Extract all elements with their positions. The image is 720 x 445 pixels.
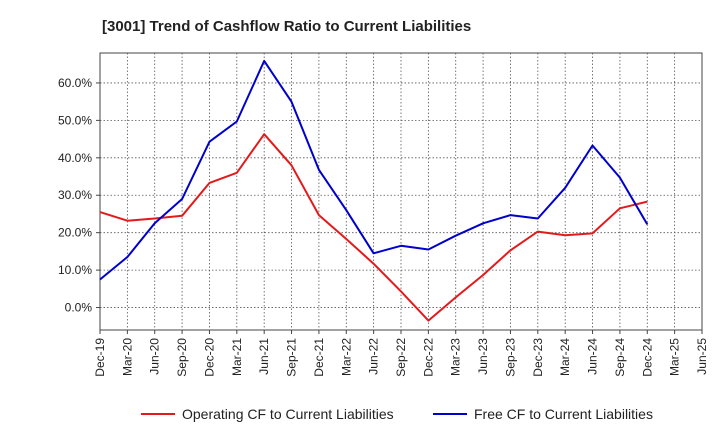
chart-title: [3001] Trend of Cashflow Ratio to Curren…: [102, 18, 471, 35]
grid-layer: [99, 53, 703, 330]
x-tick-label: Dec-20: [202, 338, 216, 377]
series-layer: [99, 59, 649, 322]
x-tick-label: Mar-25: [668, 338, 682, 376]
x-tick-label: Sep-23: [503, 338, 517, 377]
y-tick-label: 30.0%: [58, 188, 92, 202]
y-tick-label: 40.0%: [58, 151, 92, 165]
x-tick-label: Dec-22: [421, 338, 435, 377]
x-tick-label: Jun-20: [148, 338, 162, 375]
x-tick-label: Sep-22: [394, 338, 408, 377]
x-tick-label: Jun-21: [257, 338, 271, 375]
x-tick-label: Jun-23: [476, 338, 490, 375]
y-axis: 0.0% 10.0% 20.0% 30.0% 40.0% 50.0% 60.0%: [58, 76, 100, 315]
legend-label-operating-cf: Operating CF to Current Liabilities: [182, 406, 394, 422]
x-tick-label: Jun-22: [367, 338, 381, 375]
x-tick-label: Mar-22: [339, 338, 353, 376]
x-tick-label: Sep-21: [285, 338, 299, 377]
x-tick-label: Mar-20: [120, 338, 134, 376]
x-tick-label: Mar-21: [230, 338, 244, 376]
series-line-free-cf-line: [99, 59, 649, 281]
x-tick-label: Mar-24: [558, 338, 572, 376]
x-tick-label: Jun-25: [695, 338, 709, 375]
x-tick-label: Dec-24: [640, 338, 654, 377]
x-axis: Dec-19 Mar-20 Jun-20 Sep-20 Dec-20 Mar-21 Jun-…: [93, 330, 709, 377]
x-tick-label: Dec-19: [93, 338, 107, 377]
legend: Operating CF to Current Liabilities Free…: [141, 406, 653, 422]
y-tick-label: 10.0%: [58, 263, 92, 277]
x-tick-label: Dec-23: [531, 338, 545, 377]
y-tick-label: 0.0%: [65, 301, 93, 315]
y-tick-label: 50.0%: [58, 113, 92, 127]
y-tick-label: 60.0%: [58, 76, 92, 90]
x-tick-label: Jun-24: [586, 338, 600, 375]
x-tick-label: Mar-23: [449, 338, 463, 376]
x-tick-label: Dec-21: [312, 338, 326, 377]
x-tick-label: Sep-20: [175, 338, 189, 377]
series-line-operating-cf-line: [99, 133, 648, 322]
x-tick-label: Sep-24: [613, 338, 627, 377]
legend-label-free-cf: Free CF to Current Liabilities: [474, 406, 653, 422]
y-tick-label: 20.0%: [58, 226, 92, 240]
